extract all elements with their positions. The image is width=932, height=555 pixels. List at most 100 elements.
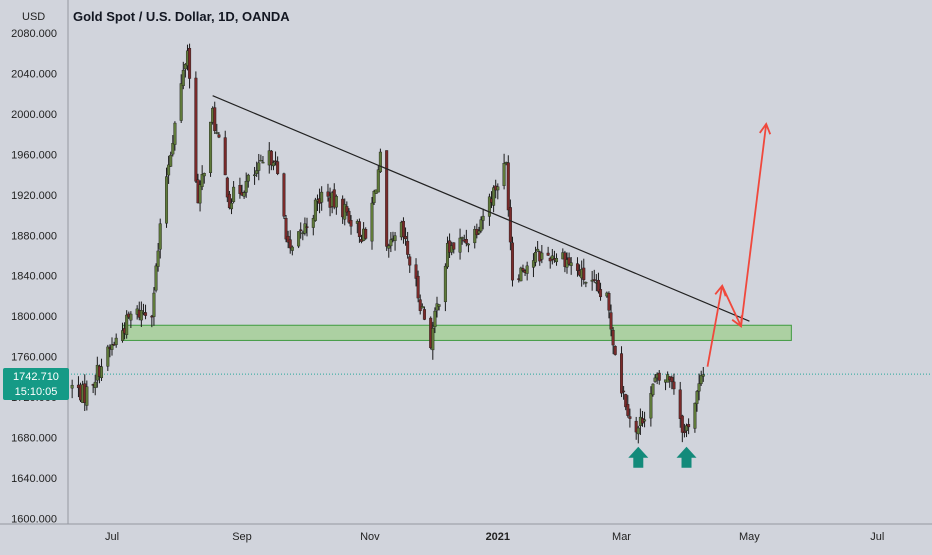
candle-body: [693, 402, 697, 429]
candle-body: [100, 366, 104, 379]
candle-body: [575, 263, 579, 271]
candle-body: [284, 218, 288, 240]
candle-body: [326, 191, 330, 197]
candle-body: [188, 47, 192, 79]
candle-body: [569, 262, 573, 266]
candle-body: [349, 220, 353, 227]
x-tick-label: Nov: [360, 531, 380, 543]
candle-body: [232, 186, 236, 202]
y-tick-label: 1960.000: [11, 149, 57, 161]
candle-body: [217, 134, 221, 138]
candle-body: [487, 196, 491, 217]
candle-body: [682, 431, 686, 434]
candle-body: [274, 160, 278, 163]
y-tick-label: 1760.000: [11, 352, 57, 364]
candle-body: [433, 310, 437, 328]
candle-body: [611, 329, 615, 346]
candle-body: [213, 107, 217, 132]
candle-body: [418, 299, 422, 311]
candle-body: [657, 372, 661, 381]
candle-body: [466, 243, 470, 246]
candle-body: [550, 255, 554, 260]
candle-body: [651, 383, 655, 396]
projection-arrow-3[interactable]: [740, 123, 768, 327]
candle-body: [643, 419, 647, 422]
candle-body: [385, 150, 389, 247]
y-tick-label: 1600.000: [11, 513, 57, 525]
price-badge: 1742.710 15:10:05: [3, 368, 69, 400]
y-tick-label: 2000.000: [11, 109, 57, 121]
candle-body: [345, 206, 349, 213]
candle-body: [670, 377, 674, 383]
candle-body: [271, 162, 275, 167]
candle-body: [416, 275, 420, 299]
candle-body: [548, 257, 552, 262]
candle-body: [510, 242, 514, 281]
candle-body: [626, 404, 630, 416]
candle-body: [685, 425, 689, 431]
candle-body: [305, 226, 309, 228]
candle-body: [389, 239, 393, 247]
candle-body: [502, 163, 506, 186]
candle-body: [378, 151, 382, 173]
candle-body: [521, 268, 525, 271]
x-tick-label: Mar: [612, 531, 631, 543]
candle-body: [181, 69, 185, 87]
up-arrow-icon-2[interactable]: [676, 446, 697, 468]
candle-body: [628, 416, 632, 419]
candle-body: [458, 237, 462, 253]
candle-body: [347, 210, 351, 223]
candle-body: [85, 386, 89, 406]
candle-body: [257, 162, 261, 171]
projection-arrow-1[interactable]: [706, 285, 724, 367]
candle-body: [555, 257, 559, 263]
candle-body: [227, 193, 231, 209]
candle-body: [393, 235, 397, 241]
candle-body: [406, 240, 410, 255]
candle-body: [519, 267, 523, 282]
candle-body: [376, 169, 380, 193]
candle-body: [171, 143, 175, 155]
candle-body: [110, 344, 114, 350]
candle-body: [255, 170, 259, 174]
candle-body: [479, 219, 483, 232]
candle-body: [370, 202, 374, 242]
candle-body: [156, 250, 160, 267]
candle-body: [672, 381, 676, 390]
candle-body: [144, 312, 148, 316]
candle-body: [701, 374, 705, 377]
support-zone[interactable]: [121, 324, 792, 341]
candle-body: [687, 424, 691, 428]
candle-body: [167, 164, 171, 176]
candle-body: [613, 346, 617, 355]
y-tick-label: 1680.000: [11, 433, 57, 445]
candle-body: [261, 161, 265, 164]
candle-body: [387, 245, 391, 249]
candle-body: [303, 223, 307, 234]
candles-layer: [70, 43, 705, 444]
chart-title: Gold Spot / U.S. Dollar, 1D, OANDA: [73, 9, 290, 24]
candle-body: [125, 314, 129, 335]
candle-body: [215, 132, 219, 134]
candle-body: [173, 122, 177, 145]
candle-body: [246, 174, 250, 182]
candle-body: [357, 221, 361, 238]
candle-body: [624, 394, 628, 408]
candle-body: [596, 279, 600, 292]
candle-body: [288, 239, 292, 249]
candle-body: [492, 187, 496, 206]
candle-body: [169, 154, 173, 167]
trendline[interactable]: [212, 95, 750, 322]
projection-arrow-2[interactable]: [721, 285, 742, 327]
candle-body: [477, 230, 481, 234]
candle-body: [420, 306, 424, 309]
candle-body: [165, 176, 169, 224]
candle-body: [120, 330, 124, 341]
up-arrow-icon-1[interactable]: [628, 446, 649, 468]
candle-body: [320, 191, 324, 203]
candle-body: [194, 77, 198, 182]
y-tick-label: 1640.000: [11, 473, 57, 485]
